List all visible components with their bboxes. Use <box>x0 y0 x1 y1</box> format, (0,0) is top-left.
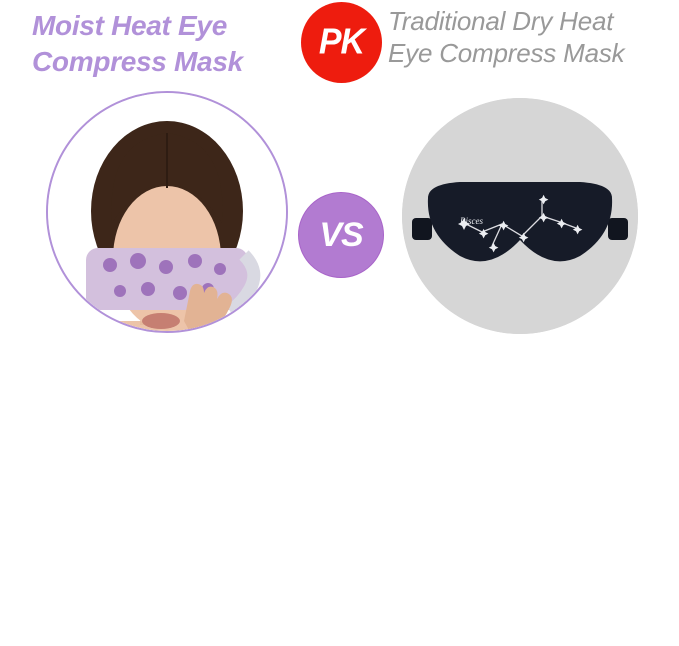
svg-text:Pisces: Pisces <box>459 216 483 226</box>
